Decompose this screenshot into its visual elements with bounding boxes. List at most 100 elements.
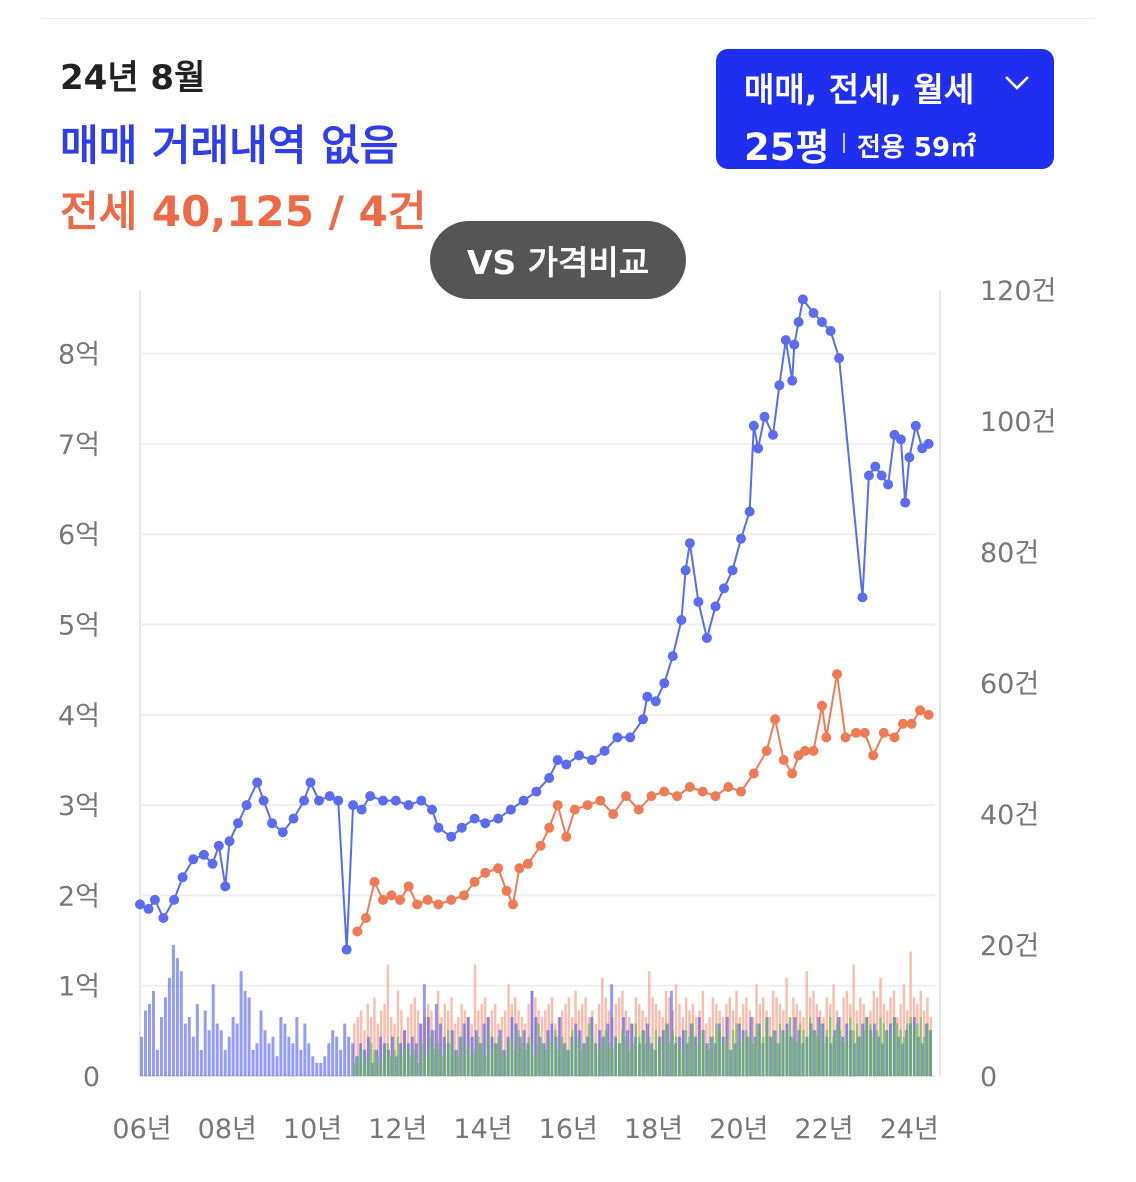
- monthly-volume-bar: [416, 1062, 420, 1076]
- sale-volume-bar: [323, 1056, 327, 1076]
- jeonse-volume-bar: [648, 971, 651, 1076]
- sale-price-point: [149, 894, 160, 905]
- jeonse-volume-bar: [503, 1010, 507, 1076]
- jeonse-price-point: [817, 700, 827, 711]
- sale-price-point: [748, 420, 759, 431]
- jeonse-price-point: [748, 768, 759, 779]
- jeonse-price-point: [859, 727, 870, 738]
- sale-price-point: [305, 777, 316, 788]
- monthly-volume-bar: [614, 1036, 617, 1076]
- monthly-volume-bar: [557, 1049, 561, 1076]
- sale-volume-bar: [371, 1062, 375, 1076]
- monthly-volume-bar: [778, 1023, 782, 1076]
- sale-volume-bar: [582, 1043, 586, 1077]
- monthly-volume-bar: [862, 1030, 865, 1077]
- jeonse-price-point: [697, 786, 708, 797]
- sale-price-point: [808, 308, 819, 318]
- sale-volume-bar: [291, 1043, 295, 1077]
- sale-price-point: [904, 452, 915, 463]
- monthly-volume-bar: [748, 1036, 752, 1076]
- jeonse-price-point: [851, 727, 862, 738]
- monthly-volume-bar: [701, 1030, 705, 1077]
- monthly-volume-bar: [581, 1049, 584, 1076]
- sale-volume-bar: [534, 1017, 538, 1076]
- sale-volume-bar: [207, 1030, 211, 1077]
- jeonse-volume-bar: [400, 1010, 403, 1076]
- sale-volume-bar: [339, 1049, 343, 1076]
- monthly-volume-bar: [487, 1030, 490, 1077]
- sale-price-point: [348, 800, 359, 811]
- jeonse-price-point: [787, 768, 798, 779]
- jeonse-volume-bar: [775, 997, 778, 1076]
- monthly-volume-bar: [708, 1049, 711, 1076]
- monthly-volume-bar: [798, 1023, 802, 1076]
- monthly-volume-bar: [510, 1036, 514, 1076]
- sale-price-point: [324, 791, 335, 802]
- monthly-volume-bar: [872, 1036, 875, 1076]
- sale-volume-bar: [426, 1017, 430, 1076]
- monthly-volume-bar: [842, 1043, 845, 1077]
- monthly-volume-bar: [886, 1030, 889, 1077]
- sale-price-point: [834, 353, 845, 364]
- monthly-volume-bar: [835, 1023, 839, 1076]
- monthly-volume-bar: [587, 1023, 591, 1076]
- sale-volume-bar: [837, 1017, 841, 1076]
- sale-price-point: [625, 732, 636, 743]
- monthly-volume-bar: [668, 1043, 671, 1077]
- monthly-volume-bar: [822, 1043, 825, 1077]
- monthly-volume-bar: [792, 1036, 795, 1076]
- sale-price-point: [693, 596, 704, 607]
- monthly-volume-bar: [705, 1043, 708, 1077]
- sale-price-point: [314, 795, 324, 806]
- sale-price-point: [638, 714, 648, 725]
- monthly-volume-bar: [728, 1049, 731, 1076]
- monthly-volume-bar: [654, 1030, 658, 1077]
- jeonse-volume-bar: [480, 1004, 483, 1076]
- sale-price-point: [736, 533, 746, 544]
- monthly-volume-bar: [671, 1030, 674, 1077]
- sale-volume-bar: [148, 1004, 151, 1076]
- sale-price-point: [789, 339, 800, 350]
- jeonse-price-point: [868, 750, 879, 761]
- sale-volume-bar: [709, 1036, 713, 1076]
- monthly-volume-bar: [554, 1030, 557, 1077]
- monthly-volume-bar: [859, 1036, 862, 1076]
- sale-price-point: [241, 800, 252, 811]
- monthly-volume-bar: [741, 1036, 745, 1076]
- sale-price-point: [787, 375, 798, 386]
- monthly-volume-bar: [527, 1036, 530, 1076]
- sale-volume-bar: [144, 1010, 147, 1076]
- sale-volume-bar: [438, 1023, 442, 1076]
- sale-volume-bar: [542, 1043, 546, 1077]
- sale-volume-bar: [203, 1010, 207, 1076]
- monthly-volume-bar: [433, 1049, 437, 1076]
- jeonse-volume-bar: [457, 1017, 460, 1076]
- sale-price-point: [480, 818, 491, 829]
- sale-price-point: [727, 565, 738, 576]
- monthly-volume-bar: [530, 1043, 534, 1077]
- right-axis-tick-label: 120건: [980, 276, 1056, 307]
- monthly-volume-bar: [624, 1036, 628, 1076]
- monthly-volume-bar: [607, 1043, 611, 1077]
- monthly-volume-bar: [725, 1036, 728, 1076]
- transaction-filter-button[interactable]: 매매, 전세, 월세 25평 전용 59㎡: [716, 49, 1054, 169]
- sale-price-point: [710, 601, 721, 612]
- vs-compare-button[interactable]: VS 가격비교: [430, 221, 686, 299]
- sale-price-point: [642, 691, 653, 702]
- sale-volume-bar: [307, 1043, 311, 1077]
- jeonse-volume-bar: [795, 1004, 798, 1076]
- sale-volume-bar: [279, 1017, 283, 1076]
- x-axis-tick-label: 22년: [794, 1114, 853, 1145]
- sale-volume-bar: [315, 1062, 319, 1076]
- sale-price-point: [135, 899, 145, 910]
- right-axis-tick-label: 100건: [980, 407, 1056, 438]
- sale-volume-bar: [857, 1036, 861, 1076]
- sale-volume-bar: [458, 1036, 462, 1076]
- sale-price-point: [333, 795, 344, 806]
- monthly-volume-bar: [892, 1017, 896, 1076]
- chevron-down-icon: [1005, 76, 1029, 90]
- jeonse-volume-bar: [356, 1017, 359, 1076]
- sale-price-point: [910, 420, 921, 431]
- monthly-volume-bar: [869, 1023, 872, 1076]
- sale-price-point: [416, 795, 427, 806]
